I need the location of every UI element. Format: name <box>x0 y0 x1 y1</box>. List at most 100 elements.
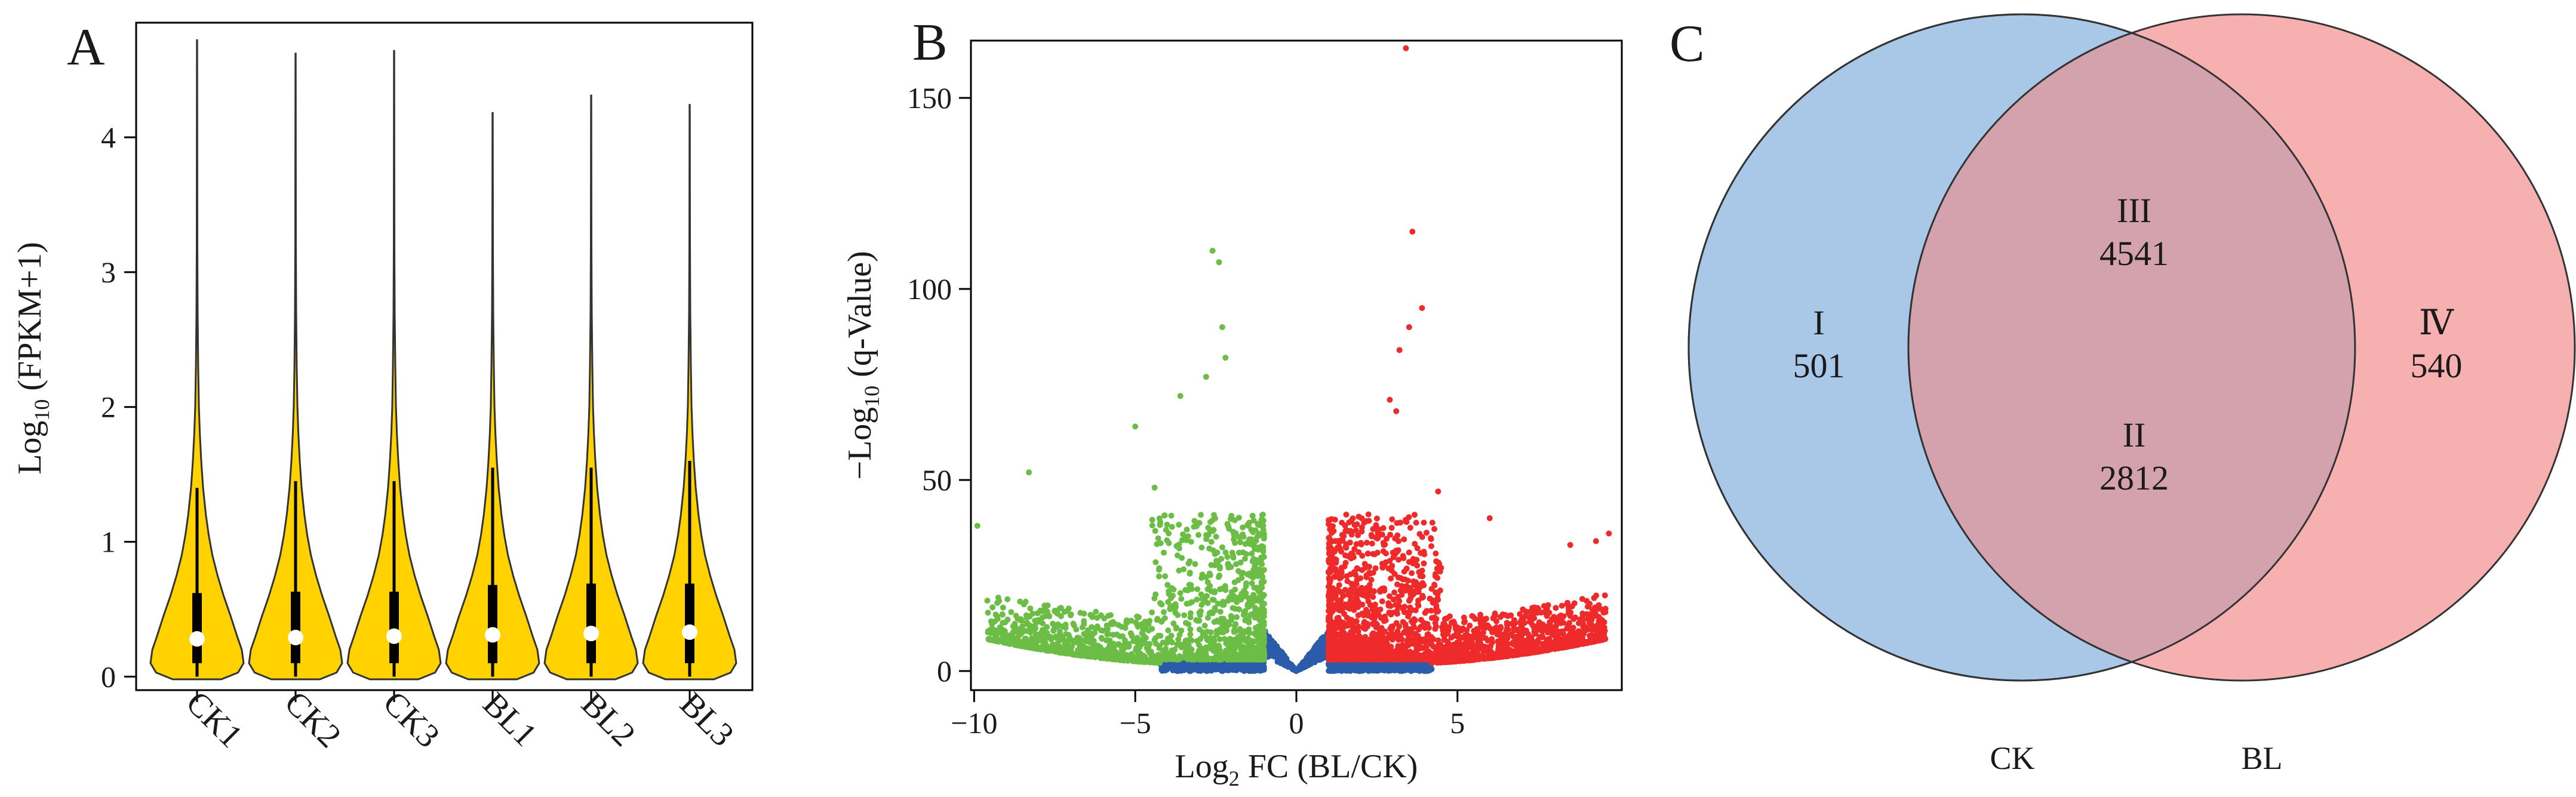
point-down-regulated <box>1258 543 1265 549</box>
point-up-regulated <box>1507 647 1514 653</box>
point-down-regulated <box>1129 657 1136 664</box>
point-up-regulated <box>1415 602 1422 609</box>
point-up-regulated <box>1368 577 1375 583</box>
point-up-regulated <box>1375 612 1382 618</box>
point-down-regulated <box>1176 521 1182 528</box>
point-down-regulated <box>1151 595 1158 602</box>
point-down-regulated <box>1004 616 1011 623</box>
point-up-regulated <box>1563 634 1569 641</box>
point-not-significant <box>1183 663 1189 669</box>
point-down-regulated <box>1103 656 1109 662</box>
point-up-regulated <box>1518 622 1525 629</box>
point-up-regulated <box>1477 620 1484 626</box>
point-not-significant <box>1311 658 1318 665</box>
point-down-regulated <box>1108 621 1115 627</box>
point-down-regulated <box>1249 512 1256 519</box>
point-up-regulated <box>1410 556 1416 562</box>
point-up-regulated <box>1374 515 1380 522</box>
point-up-regulated <box>1395 593 1401 600</box>
point-up-regulated <box>1520 606 1526 613</box>
point-down-regulated <box>1216 573 1223 578</box>
point-up-regulated <box>1388 525 1395 531</box>
point-up-regulated <box>1414 545 1421 552</box>
point-down-regulated <box>1232 605 1238 612</box>
point-down-regulated <box>1018 616 1024 623</box>
point-down-regulated <box>1010 629 1016 635</box>
point-down-regulated <box>1161 549 1167 556</box>
point-down-regulated <box>1192 561 1198 567</box>
point-down-regulated <box>1167 636 1173 643</box>
point-down-regulated <box>1202 598 1209 605</box>
point-up-regulated <box>1338 565 1345 571</box>
point-down-regulated <box>1087 650 1094 657</box>
point-down-regulated <box>1166 530 1172 537</box>
point-down-regulated <box>1089 645 1096 651</box>
point-down-regulated <box>1174 656 1181 663</box>
point-down-regulated <box>1236 534 1243 540</box>
point-down-regulated <box>1189 599 1195 605</box>
point-down-regulated <box>1149 609 1155 616</box>
point-up-regulated <box>1338 538 1344 544</box>
point-down-regulated <box>1260 522 1267 529</box>
point-down-regulated <box>1210 656 1217 663</box>
point-up-regulated <box>1410 578 1417 584</box>
point-down-regulated <box>1183 620 1189 626</box>
point-down-regulated <box>1063 644 1069 650</box>
point-down-regulated <box>1250 567 1257 573</box>
point-down-regulated <box>1186 645 1192 651</box>
point-down-regulated <box>1075 647 1081 653</box>
point-up-regulated <box>1461 614 1467 621</box>
point-down-regulated <box>1230 553 1236 559</box>
point-up-regulated <box>1480 629 1486 636</box>
point-up-regulated <box>1549 631 1556 638</box>
point-down-regulated <box>1213 534 1219 540</box>
point-down-regulated <box>1101 615 1108 621</box>
point-down-regulated <box>1219 544 1225 550</box>
point-down-regulated <box>1049 647 1056 653</box>
point-down-regulated <box>1052 624 1058 630</box>
point-down-regulated <box>1186 570 1193 576</box>
point-down-regulated <box>1118 624 1125 630</box>
y-tick-label-a: 3 <box>101 256 116 289</box>
point-down-regulated <box>1252 605 1258 611</box>
point-down-regulated <box>1208 629 1214 636</box>
category-labels: CK1 CK2 CK3 BL1 BL2 BL3 <box>179 684 740 755</box>
point-down-regulated <box>1180 531 1186 538</box>
point-down-regulated <box>989 604 996 611</box>
x-tick-label-b: −10 <box>951 706 997 740</box>
point-down-regulated <box>1231 629 1237 635</box>
panel-letter-a: A <box>67 19 105 76</box>
iqr-box-BL1 <box>488 584 497 663</box>
point-down-regulated <box>1077 610 1084 616</box>
point-down-regulated <box>1038 629 1044 636</box>
point-down-regulated <box>1023 612 1029 618</box>
point-down-regulated <box>1214 617 1221 624</box>
point-down-regulated <box>1157 540 1164 546</box>
point-down-regulated <box>1240 635 1247 642</box>
point-up-regulated <box>1353 618 1360 624</box>
point-down-regulated <box>1204 593 1210 599</box>
point-down-regulated <box>1098 635 1105 641</box>
point-up-regulated <box>1435 559 1441 566</box>
point-down-regulated <box>1096 645 1103 652</box>
point-up-regulated <box>1551 614 1557 620</box>
point-up-regulated <box>1493 618 1500 624</box>
point-down-regulated <box>1084 630 1091 636</box>
point-down-regulated <box>985 610 991 616</box>
point-down-regulated <box>1204 579 1211 586</box>
point-up-regulated <box>1428 543 1434 549</box>
point-up-regulated <box>1416 626 1422 633</box>
point-down-regulated <box>1018 642 1024 648</box>
point-down-regulated <box>1161 512 1168 519</box>
point-up-regulated <box>1517 611 1523 617</box>
point-up-regulated <box>1508 612 1514 618</box>
point-down-regulated <box>1191 524 1197 530</box>
point-down-regulated <box>1218 556 1225 562</box>
point-down-regulated <box>1065 632 1072 638</box>
point-down-regulated <box>1173 543 1180 549</box>
point-down-regulated <box>1154 617 1160 623</box>
point-up-regulated <box>1389 516 1395 522</box>
point-down-regulated <box>1230 647 1237 653</box>
point-up-regulated <box>1344 573 1350 580</box>
